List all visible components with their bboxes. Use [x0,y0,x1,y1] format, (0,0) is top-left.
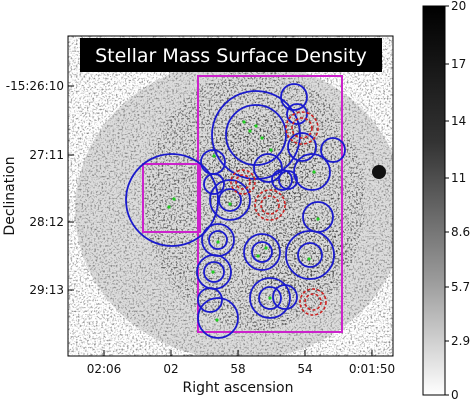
tick-marks [68,85,373,356]
blue-region [243,233,281,271]
x-tick-label: 02 [163,362,178,376]
colorbar-gradient [422,5,446,396]
y-axis-label: Declination [2,156,18,235]
blue-region [272,284,298,310]
title: Stellar Mass Surface Density [95,45,367,67]
blue-region [258,286,282,310]
colorbar-tick-label: 14 [451,114,466,128]
green-point [268,296,272,300]
blue-region [209,179,251,221]
y-tick-label: 28:12 [29,215,64,229]
red-region [299,288,327,316]
green-point [211,270,215,274]
colorbar-tick-label: 2.9 [451,334,470,348]
green-point [172,197,176,201]
blue-region [203,173,225,195]
green-point [228,202,232,206]
magenta-boxes [142,75,343,333]
bright-source [372,165,386,179]
blue-region [251,241,273,263]
blue-region [278,170,298,190]
colorbar-tick-label: 17 [451,57,466,71]
colorbar-tick-label: 20 [451,0,466,13]
blue-region [297,242,323,268]
red-region [285,111,319,145]
green-point [269,148,273,152]
blue-region [218,188,242,212]
blue-region [125,153,219,247]
colorbar: 20 17 14 11 8.6 5.7 2.9 0 [422,0,470,402]
green-point [307,257,311,261]
red-dashed-regions [230,111,327,316]
y-tick-label: -15:26:10 [6,79,64,93]
magenta-box-large [197,75,343,333]
blue-region [271,169,293,191]
colorbar-tick-label: 11 [451,171,466,185]
blue-region [287,132,317,162]
x-axis-label: Right ascension [183,380,294,396]
green-point [212,154,216,158]
green-point [256,254,260,258]
green-point [242,120,246,124]
x-tick-label: 58 [230,362,245,376]
green-point [167,205,171,209]
blue-region [249,277,291,319]
blue-region [285,230,335,280]
blue-region [225,104,287,166]
blue-region [203,261,225,283]
green-point [264,246,268,250]
colorbar-tick-label: 0 [451,388,459,402]
blue-region [286,103,308,125]
green-point [254,124,258,128]
green-point [216,240,220,244]
magenta-box-small [142,163,201,233]
green-point [260,136,264,140]
blue-region [197,287,223,313]
blue-region [293,153,331,191]
green-point [248,129,252,133]
plot-frame [67,35,394,357]
blue-regions [125,83,346,339]
blue-region [280,83,308,111]
blue-region [320,137,346,163]
blue-region [253,153,283,183]
colorbar-tick-label: 8.6 [451,225,470,239]
y-tick-label: 27:11 [29,148,64,162]
red-region [260,195,280,215]
blue-region [211,90,301,180]
x-tick-label: 54 [297,362,312,376]
green-point [215,318,219,322]
x-tick-label: 02:06 [87,362,122,376]
blue-region [208,230,228,250]
colorbar-tick-label: 5.7 [451,280,470,294]
y-tick-label: 29:13 [29,283,64,297]
x-tick-label: 0:01:50 [349,362,395,376]
red-region [304,293,322,311]
blue-region [197,297,239,339]
green-point [312,170,316,174]
red-region [235,174,251,190]
title-box: Stellar Mass Surface Density [80,38,382,72]
red-region [230,169,256,195]
red-region [254,189,286,221]
green-points [167,120,320,322]
red-region [291,117,313,139]
green-point [316,217,320,221]
